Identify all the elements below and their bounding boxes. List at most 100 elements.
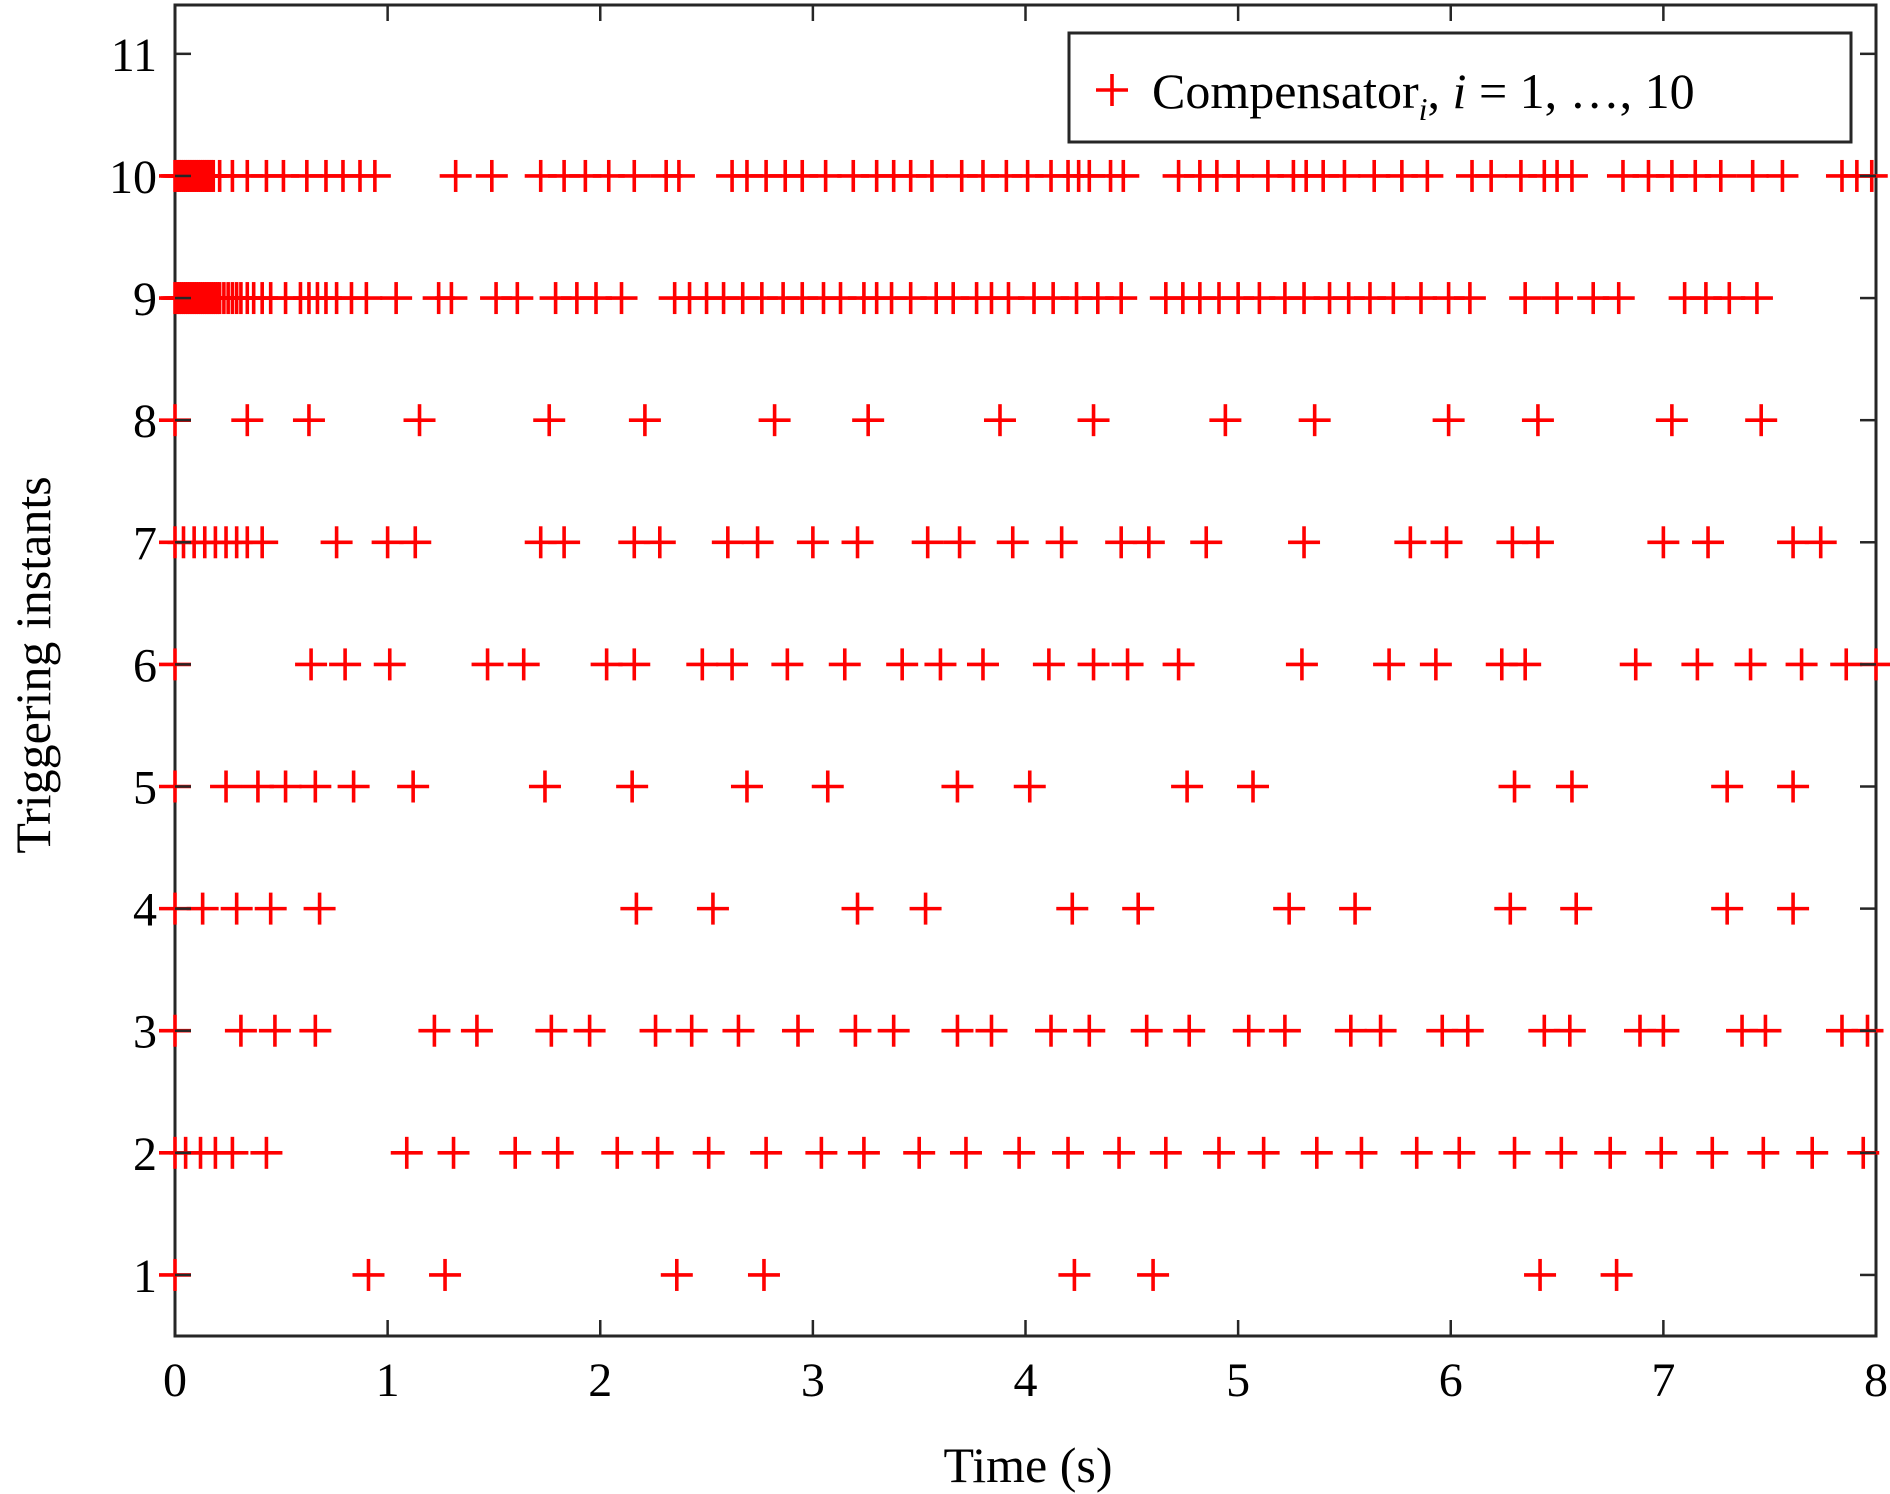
data-point bbox=[292, 404, 325, 437]
y-tick-label: 1 bbox=[133, 1250, 157, 1303]
data-point bbox=[618, 159, 651, 192]
data-point bbox=[1364, 1014, 1397, 1047]
data-point bbox=[1285, 648, 1318, 681]
data-point bbox=[781, 1014, 814, 1047]
y-axis-label: Triggering instants bbox=[5, 476, 61, 853]
data-point bbox=[1830, 648, 1863, 681]
data-point bbox=[1111, 648, 1144, 681]
data-point bbox=[573, 1014, 606, 1047]
y-axis-ticks: 1 2 3 4 5 6 7 8 9 10 11 bbox=[109, 29, 1876, 1303]
data-point bbox=[641, 1136, 674, 1169]
data-point bbox=[847, 1136, 880, 1169]
data-point bbox=[996, 526, 1029, 559]
data-point bbox=[1498, 770, 1531, 803]
data-point bbox=[1377, 282, 1410, 315]
data-point bbox=[1202, 1136, 1235, 1169]
x-tick-label: 2 bbox=[588, 1354, 612, 1407]
data-point bbox=[730, 770, 763, 803]
data-point bbox=[295, 648, 328, 681]
data-point bbox=[1521, 404, 1554, 437]
data-point bbox=[1736, 159, 1769, 192]
data-point bbox=[435, 282, 468, 315]
x-tick-label: 3 bbox=[801, 1354, 825, 1407]
data-point bbox=[186, 892, 219, 925]
data-point bbox=[1394, 526, 1427, 559]
data-point bbox=[1105, 526, 1138, 559]
data-point bbox=[841, 892, 874, 925]
data-point bbox=[1268, 1014, 1301, 1047]
data-point bbox=[320, 526, 353, 559]
data-point bbox=[1132, 526, 1165, 559]
data-point bbox=[886, 648, 919, 681]
data-point bbox=[796, 526, 829, 559]
legend-label-var: i bbox=[1453, 63, 1467, 119]
data-point bbox=[380, 282, 413, 315]
data-point bbox=[1137, 1258, 1170, 1291]
data-point bbox=[1777, 526, 1810, 559]
y-tick-label: 10 bbox=[109, 151, 157, 204]
data-point bbox=[439, 159, 472, 192]
data-point bbox=[1077, 648, 1110, 681]
data-point bbox=[528, 770, 561, 803]
data-point bbox=[915, 159, 948, 192]
data-point bbox=[1107, 159, 1140, 192]
data-point bbox=[1711, 892, 1744, 925]
data-point bbox=[1711, 770, 1744, 803]
data-point bbox=[399, 526, 432, 559]
data-point bbox=[1509, 648, 1542, 681]
data-point bbox=[943, 526, 976, 559]
data-point bbox=[1103, 1136, 1136, 1169]
x-tick-label: 1 bbox=[376, 1354, 400, 1407]
data-point bbox=[966, 648, 999, 681]
data-point bbox=[1032, 648, 1065, 681]
data-point bbox=[371, 526, 404, 559]
data-point bbox=[1105, 282, 1138, 315]
data-point bbox=[616, 770, 649, 803]
data-point bbox=[628, 404, 661, 437]
data-point bbox=[1553, 1014, 1586, 1047]
data-point bbox=[1777, 892, 1810, 925]
data-point bbox=[941, 1014, 974, 1047]
data-point bbox=[250, 1136, 283, 1169]
data-point bbox=[811, 770, 844, 803]
legend: Compensatori, i = 1, …, 10 bbox=[1067, 31, 1853, 144]
y-tick-label: 3 bbox=[133, 1006, 157, 1059]
data-point bbox=[269, 770, 302, 803]
x-tick-label: 4 bbox=[1014, 1354, 1038, 1407]
data-point bbox=[299, 1014, 332, 1047]
data-point bbox=[716, 648, 749, 681]
data-point bbox=[711, 526, 744, 559]
data-point bbox=[1647, 1014, 1680, 1047]
data-point bbox=[224, 1014, 257, 1047]
data-point bbox=[758, 404, 791, 437]
data-point bbox=[1602, 282, 1635, 315]
data-point bbox=[809, 159, 842, 192]
y-tick-label: 4 bbox=[133, 884, 157, 937]
data-point bbox=[501, 282, 534, 315]
y-tick-label: 2 bbox=[133, 1128, 157, 1181]
x-tick-label: 7 bbox=[1651, 1354, 1675, 1407]
data-point bbox=[475, 159, 508, 192]
data-point bbox=[373, 648, 406, 681]
data-point bbox=[1451, 1014, 1484, 1047]
data-point bbox=[601, 1136, 634, 1169]
data-point bbox=[352, 1258, 385, 1291]
data-point bbox=[329, 648, 362, 681]
y-tick-label: 8 bbox=[133, 395, 157, 448]
legend-label-prefix: Compensator bbox=[1152, 63, 1419, 119]
data-point bbox=[686, 648, 719, 681]
data-point bbox=[1328, 159, 1361, 192]
data-point bbox=[660, 1258, 693, 1291]
data-point bbox=[750, 1136, 783, 1169]
data-point bbox=[1190, 526, 1223, 559]
data-point bbox=[1734, 648, 1767, 681]
x-tick-label: 6 bbox=[1439, 1354, 1463, 1407]
y-tick-label: 11 bbox=[111, 29, 157, 82]
data-point bbox=[1713, 282, 1746, 315]
data-point bbox=[741, 526, 774, 559]
data-point bbox=[254, 892, 287, 925]
data-point bbox=[1704, 159, 1737, 192]
data-point bbox=[1696, 1136, 1729, 1169]
data-point bbox=[590, 648, 623, 681]
